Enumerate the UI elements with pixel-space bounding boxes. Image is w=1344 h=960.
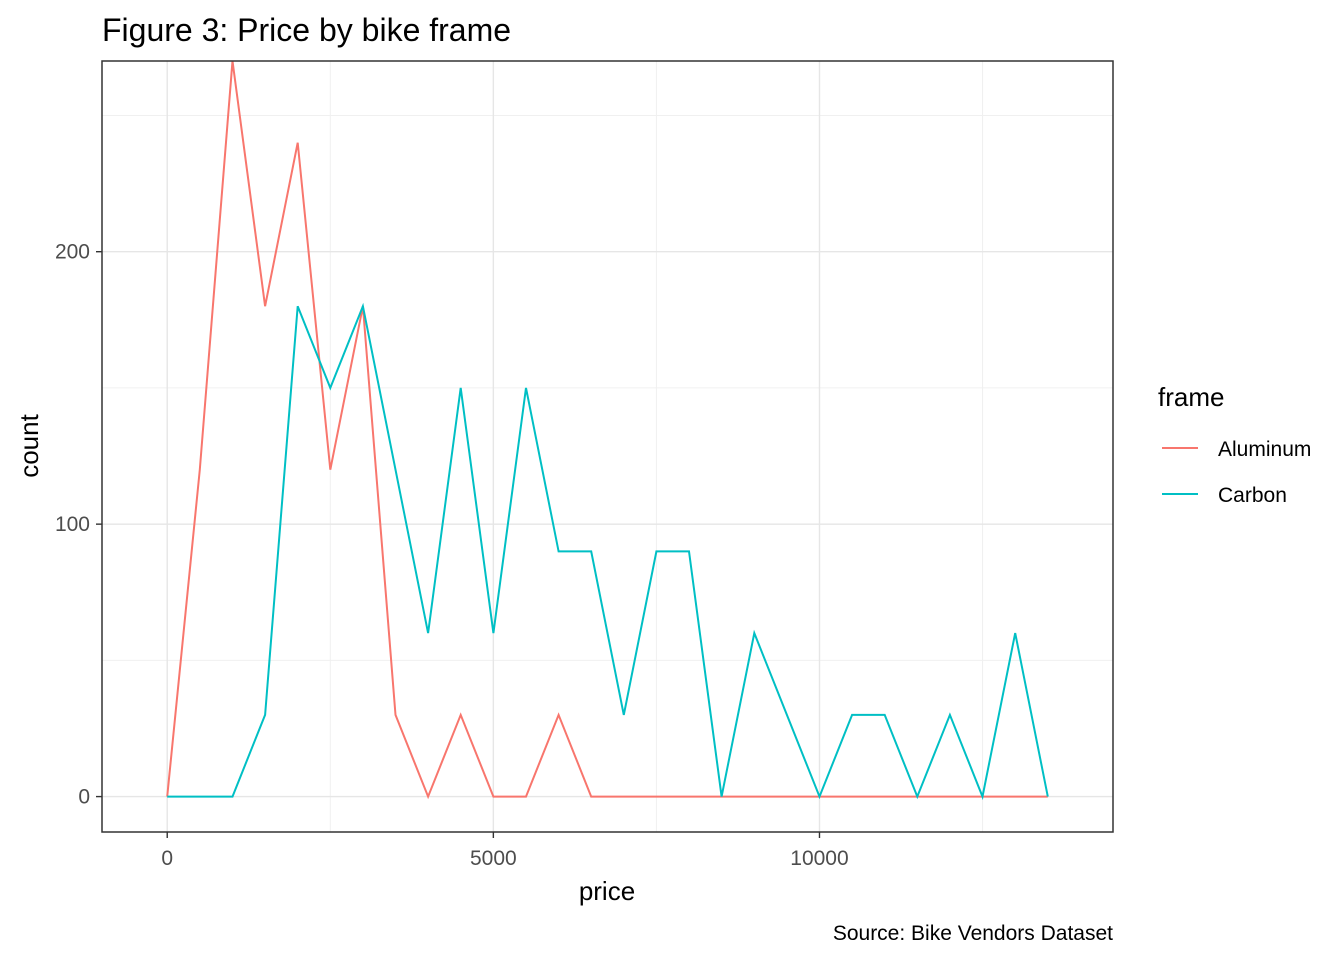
plot-panel-border — [101, 60, 1114, 833]
y-tick-label: 0 — [78, 786, 90, 809]
x-tick-label: 0 — [161, 847, 173, 870]
series-line-aluminum — [166, 60, 1048, 800]
y-axis-label: count — [14, 413, 44, 477]
y-axis: 0 100 200 — [55, 241, 102, 809]
caption: Source: Bike Vendors Dataset — [833, 922, 1113, 945]
chart-title: Figure 3: Price by bike frame — [102, 12, 511, 48]
y-tick-label: 200 — [55, 241, 90, 264]
series-layer — [166, 60, 1049, 801]
x-tick-label: 5000 — [470, 847, 517, 870]
plot-panel-background — [102, 61, 1113, 832]
y-tick-label: 100 — [55, 513, 90, 536]
series-line-carbon — [167, 302, 1049, 801]
grid-minor — [102, 61, 1113, 832]
legend-label-carbon: Carbon — [1218, 484, 1287, 507]
x-axis-label: price — [579, 876, 635, 906]
legend-label-aluminum: Aluminum — [1218, 438, 1311, 461]
legend: frame Aluminum Carbon — [1158, 382, 1311, 507]
x-tick-label: 10000 — [790, 847, 848, 870]
legend-title: frame — [1158, 382, 1224, 412]
x-axis: 0 5000 10000 — [161, 832, 849, 870]
